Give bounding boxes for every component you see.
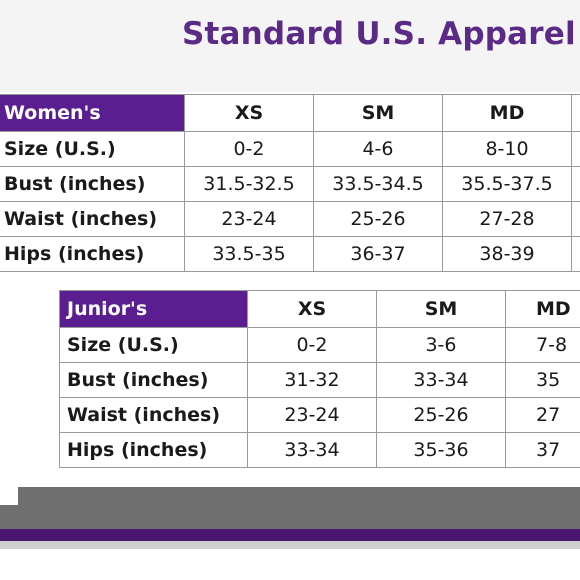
table-cell: 7-8: [505, 327, 580, 363]
title-band: [0, 0, 580, 92]
table-row: Waist (inches) 23-24 25-26 27: [59, 397, 580, 433]
row-label: Bust (inches): [0, 166, 185, 202]
table-cell: 23-24: [184, 201, 314, 237]
table-cell: 0-2: [247, 327, 377, 363]
table-cell: [571, 201, 580, 237]
table-cell: 33-34: [247, 432, 377, 468]
table-cell: 35: [505, 362, 580, 398]
table-cell: 37: [505, 432, 580, 468]
table-cell: [571, 131, 580, 167]
row-label: Size (U.S.): [59, 327, 248, 363]
row-label: Hips (inches): [0, 236, 185, 272]
table-cell: 23-24: [247, 397, 377, 433]
table-cell: 27: [505, 397, 580, 433]
size-column-header: SM: [313, 94, 443, 132]
footer-purple-bar: [0, 529, 580, 541]
table-row: Waist (inches) 23-24 25-26 27-28: [0, 201, 580, 237]
juniors-header-label: Junior's: [59, 290, 248, 328]
table-row: Bust (inches) 31.5-32.5 33.5-34.5 35.5-3…: [0, 166, 580, 202]
table-cell: 33.5-34.5: [313, 166, 443, 202]
womens-size-table: Women's XS SM MD Size (U.S.) 0-2 4-6 8-1…: [0, 94, 580, 272]
womens-header-label: Women's: [0, 94, 185, 132]
page-title: Standard U.S. Apparel S: [182, 16, 580, 52]
size-column-header: MD: [442, 94, 572, 132]
table-cell: 35-36: [376, 432, 506, 468]
row-label: Waist (inches): [0, 201, 185, 237]
size-column-header: XS: [184, 94, 314, 132]
table-cell: 3-6: [376, 327, 506, 363]
table-header-row: Women's XS SM MD: [0, 94, 580, 132]
table-row: Hips (inches) 33.5-35 36-37 38-39: [0, 236, 580, 272]
table-cell: 33.5-35: [184, 236, 314, 272]
table-cell: [571, 166, 580, 202]
table-cell: 0-2: [184, 131, 314, 167]
row-label: Size (U.S.): [0, 131, 185, 167]
table-row: Size (U.S.) 0-2 4-6 8-10: [0, 131, 580, 167]
row-label: Bust (inches): [59, 362, 248, 398]
table-row: Hips (inches) 33-34 35-36 37: [59, 432, 580, 468]
table-cell: 38-39: [442, 236, 572, 272]
table-cell: 27-28: [442, 201, 572, 237]
table-cell: 31.5-32.5: [184, 166, 314, 202]
table-header-row: Junior's XS SM MD: [59, 290, 580, 328]
juniors-size-table: Junior's XS SM MD Size (U.S.) 0-2 3-6 7-…: [59, 290, 580, 468]
footer-gray-bar: [0, 487, 580, 529]
size-column-header: XS: [247, 290, 377, 328]
table-cell: 33-34: [376, 362, 506, 398]
table-row: Size (U.S.) 0-2 3-6 7-8: [59, 327, 580, 363]
table-row: Bust (inches) 31-32 33-34 35: [59, 362, 580, 398]
table-cell: 4-6: [313, 131, 443, 167]
table-cell: 31-32: [247, 362, 377, 398]
size-column-header: [571, 94, 580, 132]
table-cell: 25-26: [313, 201, 443, 237]
table-cell: 35.5-37.5: [442, 166, 572, 202]
footer-notch: [0, 487, 18, 505]
row-label: Waist (inches): [59, 397, 248, 433]
table-cell: 36-37: [313, 236, 443, 272]
row-label: Hips (inches): [59, 432, 248, 468]
footer-bottom-strip: [0, 541, 580, 549]
table-cell: 25-26: [376, 397, 506, 433]
table-cell: [571, 236, 580, 272]
table-cell: 8-10: [442, 131, 572, 167]
size-column-header: MD: [505, 290, 580, 328]
size-column-header: SM: [376, 290, 506, 328]
